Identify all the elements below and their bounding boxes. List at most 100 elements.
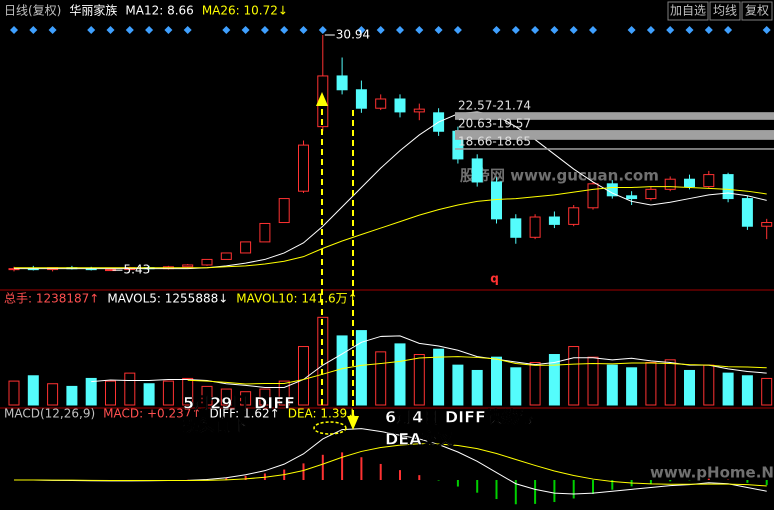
- volume-bar: [394, 343, 406, 406]
- candle-body: [471, 158, 483, 183]
- candle-body: [587, 183, 599, 209]
- volume-bar: [587, 356, 599, 406]
- signal-diamond: [125, 26, 134, 34]
- volume-bar: [722, 372, 734, 406]
- volume-bar: [201, 385, 213, 406]
- volume-bar: [66, 385, 78, 406]
- volume-bar: [491, 356, 502, 406]
- header-text: MA26: 10.72↓: [202, 4, 288, 18]
- header-text: MACD(12,26,9): [4, 407, 95, 421]
- volume-bar: [27, 375, 39, 406]
- signal-diamond: [260, 26, 269, 34]
- volume-bar: [684, 369, 695, 406]
- volume-bar: [664, 359, 676, 406]
- ma-line: [14, 111, 767, 270]
- header-text: MA12: 8.66: [125, 4, 193, 18]
- header-text: DEA: 1.39↓: [288, 407, 357, 421]
- volume-bar: [240, 391, 252, 406]
- signal-diamond: [434, 26, 443, 34]
- candle-body: [491, 181, 502, 220]
- watermark: 股帝网 www.gucuan.com: [460, 167, 659, 185]
- candle-body: [684, 178, 695, 188]
- button-label: 复权: [745, 4, 769, 18]
- signal-diamond: [704, 26, 713, 34]
- volume-bar: [433, 348, 445, 406]
- candle-body: [761, 222, 773, 227]
- volume-bar: [278, 380, 290, 406]
- annotation: 6月4日 DIFF快线与: [385, 408, 534, 427]
- volume-bar: [105, 380, 116, 406]
- signal-diamond: [550, 26, 559, 34]
- volume-bar: [143, 383, 155, 406]
- header-text: 华丽家族: [69, 3, 117, 18]
- signal-diamond: [376, 26, 385, 34]
- signal-diamond: [183, 26, 192, 34]
- signal-diamond: [666, 26, 675, 34]
- signal-diamond: [685, 26, 694, 34]
- signal-diamond: [453, 26, 462, 34]
- volume-bar: [298, 346, 309, 406]
- annotation: 5月29日 DIFF: [183, 394, 295, 413]
- signal-diamond: [87, 26, 96, 34]
- signal-diamond: [357, 26, 366, 34]
- price-range: [455, 148, 774, 150]
- candle-body: [259, 222, 271, 243]
- signal-diamond: [299, 26, 308, 34]
- signal-diamond: [241, 26, 250, 34]
- candle-body: [413, 108, 425, 113]
- volume-bar: [413, 354, 425, 406]
- price-range-label: 18.66-18.65: [458, 135, 531, 149]
- arrow-head: [347, 416, 359, 430]
- candle-body: [626, 195, 638, 200]
- signal-diamond: [415, 26, 424, 34]
- candle-body: [664, 178, 676, 190]
- candle-body: [278, 198, 290, 224]
- header-text: MAVOL5: 1255888↓: [107, 292, 228, 306]
- candle-body: [355, 89, 367, 109]
- header-text: 日线(复权): [4, 4, 61, 18]
- candle-body: [510, 218, 522, 238]
- candle-body: [336, 75, 348, 91]
- signal-diamond: [145, 26, 154, 34]
- price-range: [455, 112, 774, 120]
- volume-bar: [259, 388, 271, 406]
- volume-bar: [336, 335, 348, 406]
- price-range-label: 22.57-21.74: [458, 99, 531, 113]
- candle-body: [645, 188, 657, 200]
- volume-bar: [703, 364, 715, 406]
- button[interactable]: [667, 1, 709, 21]
- price-range: [455, 130, 774, 140]
- candle-body: [394, 98, 406, 113]
- candle-body: [722, 174, 734, 200]
- signal-diamond: [646, 26, 655, 34]
- price-annotation: 30.94: [336, 28, 370, 42]
- signal-diamond: [222, 26, 231, 34]
- volume-bar: [85, 377, 97, 406]
- arrow-head: [316, 92, 328, 106]
- header-text: MAVOL10: 141.6万↑: [236, 292, 357, 306]
- signal-diamond: [10, 26, 18, 34]
- annotation: DEA交叉: [385, 430, 455, 449]
- volume-bar: [162, 380, 174, 406]
- price-annotation: q: [490, 271, 499, 285]
- volume-bar: [761, 377, 773, 406]
- volume-bar: [452, 364, 464, 406]
- signal-diamond: [627, 26, 636, 34]
- button[interactable]: [741, 1, 773, 21]
- signal-diamond: [569, 26, 578, 34]
- volume-bar: [8, 380, 20, 406]
- volume-bar: [182, 377, 194, 406]
- candle-body: [568, 207, 580, 225]
- candle-body: [220, 252, 232, 260]
- candle-body: [201, 258, 213, 266]
- volume-bar: [355, 330, 367, 406]
- ma-line: [14, 186, 767, 269]
- volume-bar: [741, 375, 753, 406]
- volume-bar: [124, 372, 136, 406]
- volume-bar: [606, 364, 618, 406]
- volume-bar: [568, 346, 580, 406]
- signal-diamond: [724, 26, 733, 34]
- button[interactable]: [709, 1, 741, 21]
